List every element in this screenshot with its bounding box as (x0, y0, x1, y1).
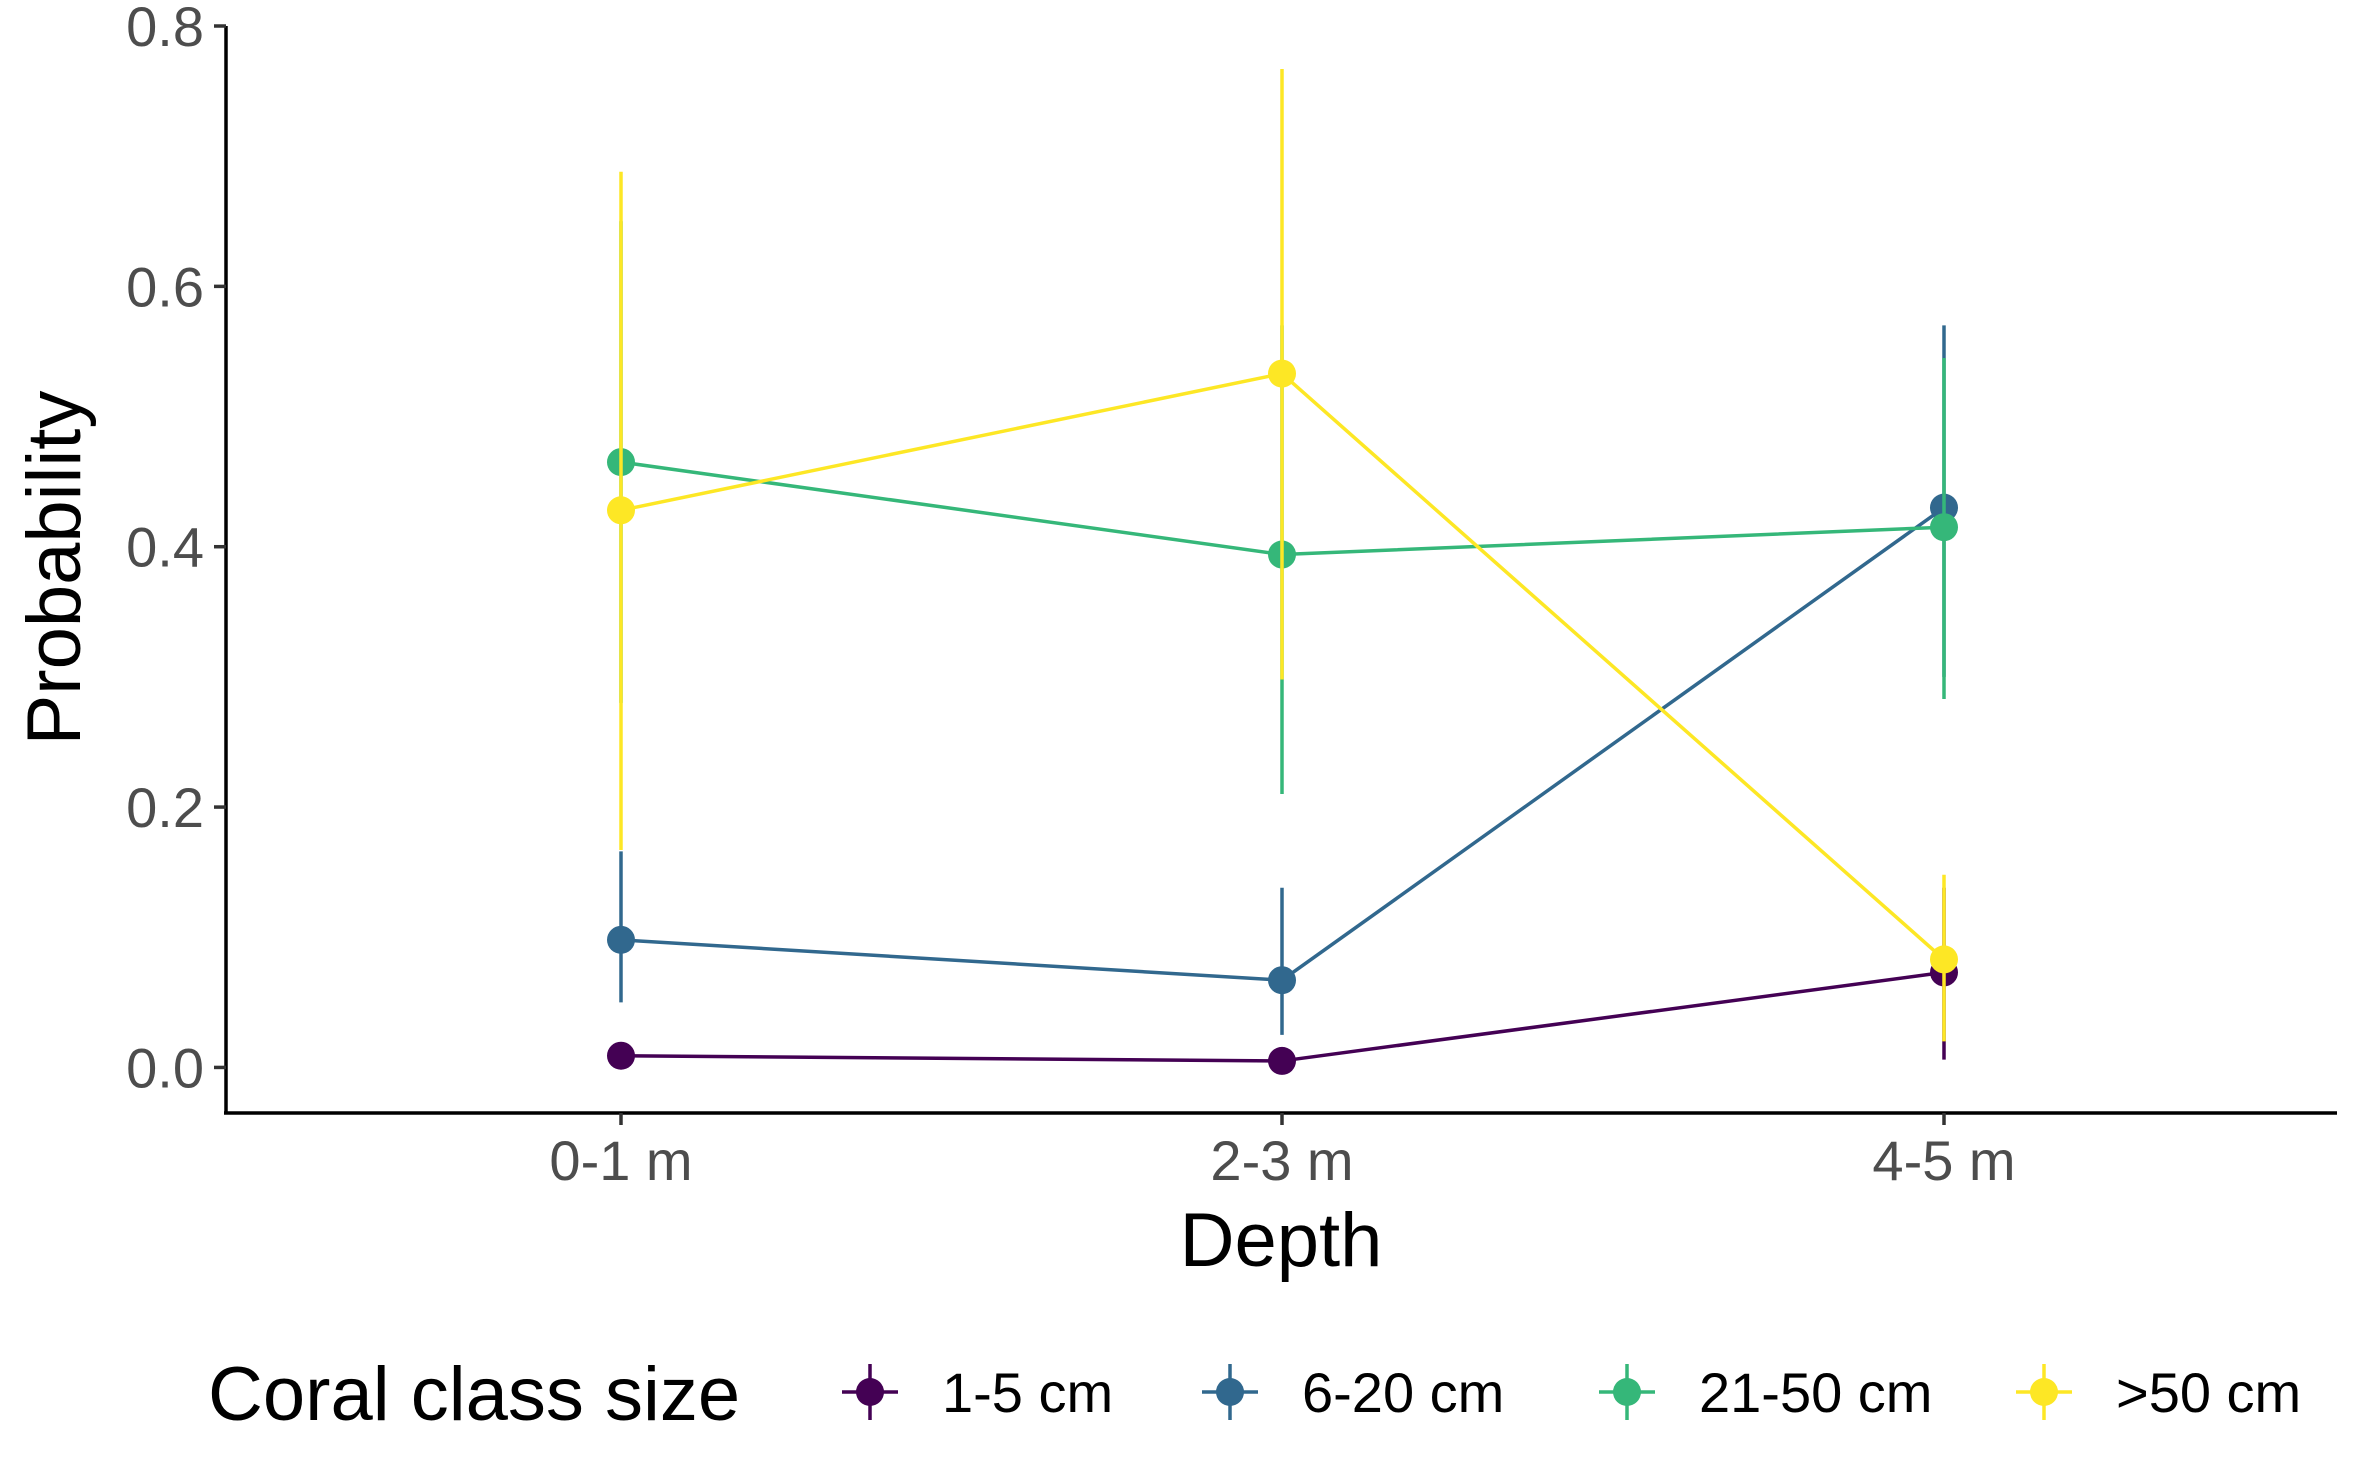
data-point (1930, 945, 1958, 974)
legend-key-point (1216, 1378, 1244, 1406)
data-point (1930, 513, 1958, 542)
data-point (607, 925, 635, 954)
y-tick-label: 0.0 (126, 1036, 204, 1099)
series-3 (607, 221, 1958, 795)
y-axis-title: Probability (12, 391, 97, 746)
data-point (1268, 1046, 1296, 1075)
x-axis: 0-1 m 2-3 m 4-5 m (549, 1113, 2016, 1192)
x-tick-label: 2-3 m (1210, 1129, 1353, 1192)
legend-item: >50 cm (2016, 1361, 2301, 1424)
legend: Coral class size 1-5 cm 6-20 cm 21-50 cm >5… (208, 1352, 2301, 1437)
y-tick-label: 0.8 (126, 0, 204, 58)
legend-key-point (2030, 1378, 2058, 1406)
data-point (607, 496, 635, 525)
legend-key-point (1613, 1378, 1641, 1406)
data-point (607, 1041, 635, 1070)
y-axis: 0.0 0.2 0.4 0.6 0.8 (126, 0, 226, 1099)
series-4 (607, 68, 1958, 1042)
legend-label: 6-20 cm (1302, 1361, 1504, 1424)
legend-label: 1-5 cm (942, 1361, 1113, 1424)
y-tick-label: 0.6 (126, 255, 204, 318)
legend-key-point (856, 1378, 884, 1406)
legend-item: 21-50 cm (1599, 1361, 1932, 1424)
legend-item: 6-20 cm (1202, 1361, 1504, 1424)
x-axis-title: Depth (1180, 1198, 1383, 1283)
legend-label: >50 cm (2116, 1361, 2301, 1424)
data-point (1268, 966, 1296, 995)
y-tick-label: 0.4 (126, 516, 204, 579)
x-tick-label: 4-5 m (1872, 1129, 2015, 1192)
legend-item: 1-5 cm (842, 1361, 1113, 1424)
legend-label: 21-50 cm (1699, 1361, 1932, 1424)
plot-area (607, 68, 1958, 1075)
y-tick-label: 0.2 (126, 776, 204, 839)
legend-title: Coral class size (208, 1352, 740, 1437)
x-tick-label: 0-1 m (549, 1129, 692, 1192)
data-point (1268, 359, 1296, 388)
